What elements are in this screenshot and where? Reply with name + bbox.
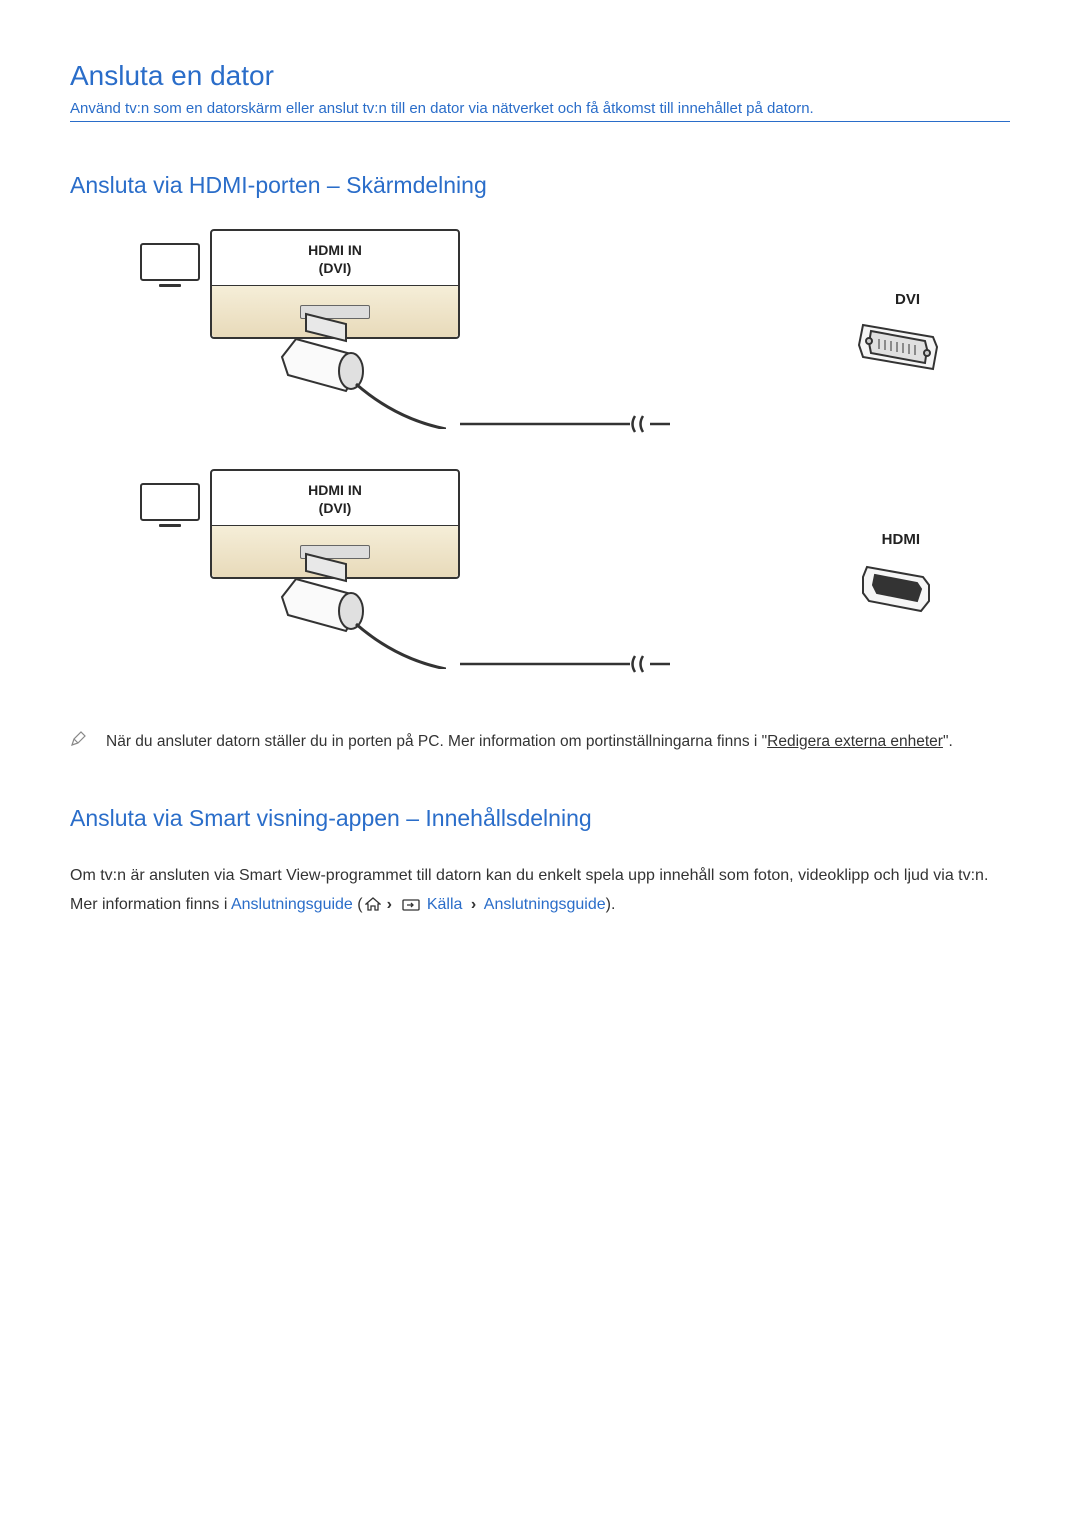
dvi-port-icon <box>855 319 940 379</box>
tv-icon <box>140 243 200 288</box>
page-title: Ansluta en dator <box>70 60 1010 92</box>
nav-source[interactable]: Källa <box>427 896 463 913</box>
device-label-dvi: DVI <box>895 291 920 308</box>
section2-body: Om tv:n är ansluten via Smart View-progr… <box>70 862 1010 920</box>
source-icon <box>402 899 420 911</box>
link-connection-guide[interactable]: Anslutningsguide <box>231 896 353 913</box>
pencil-note-icon <box>70 731 86 747</box>
port-label-line2: (DVI) <box>319 260 352 276</box>
connection-row-dvi: HDMI IN (DVI) DVI <box>140 229 940 459</box>
section2-heading: Ansluta via Smart visning-appen – Innehå… <box>70 805 1010 832</box>
hdmi-port-icon <box>855 559 940 619</box>
connection-row-hdmi: HDMI IN (DVI) HDMI <box>140 469 940 699</box>
device-label-hdmi: HDMI <box>882 531 920 548</box>
nav-connection-guide[interactable]: Anslutningsguide <box>484 896 606 913</box>
hdmi-cable-drawing <box>236 299 446 429</box>
port-label-line1: HDMI IN <box>308 482 362 498</box>
section1-heading: Ansluta via HDMI-porten – Skärmdelning <box>70 172 1010 199</box>
cable-squiggle <box>460 414 670 434</box>
page-subtitle: Använd tv:n som en datorskärm eller ansl… <box>70 100 1010 122</box>
port-label-line1: HDMI IN <box>308 242 362 258</box>
tv-icon <box>140 483 200 528</box>
port-label-line2: (DVI) <box>319 500 352 516</box>
note-row: När du ansluter datorn ställer du in por… <box>70 729 1010 755</box>
home-icon <box>365 897 381 911</box>
diagram-container: HDMI IN (DVI) DVI <box>140 229 940 699</box>
chevron-icon: › <box>387 891 392 920</box>
hdmi-cable-drawing <box>236 539 446 669</box>
chevron-icon: › <box>471 891 476 920</box>
cable-squiggle <box>460 654 670 674</box>
link-edit-external-devices[interactable]: Redigera externa enheter <box>767 733 943 750</box>
note-text: När du ansluter datorn ställer du in por… <box>106 729 953 755</box>
